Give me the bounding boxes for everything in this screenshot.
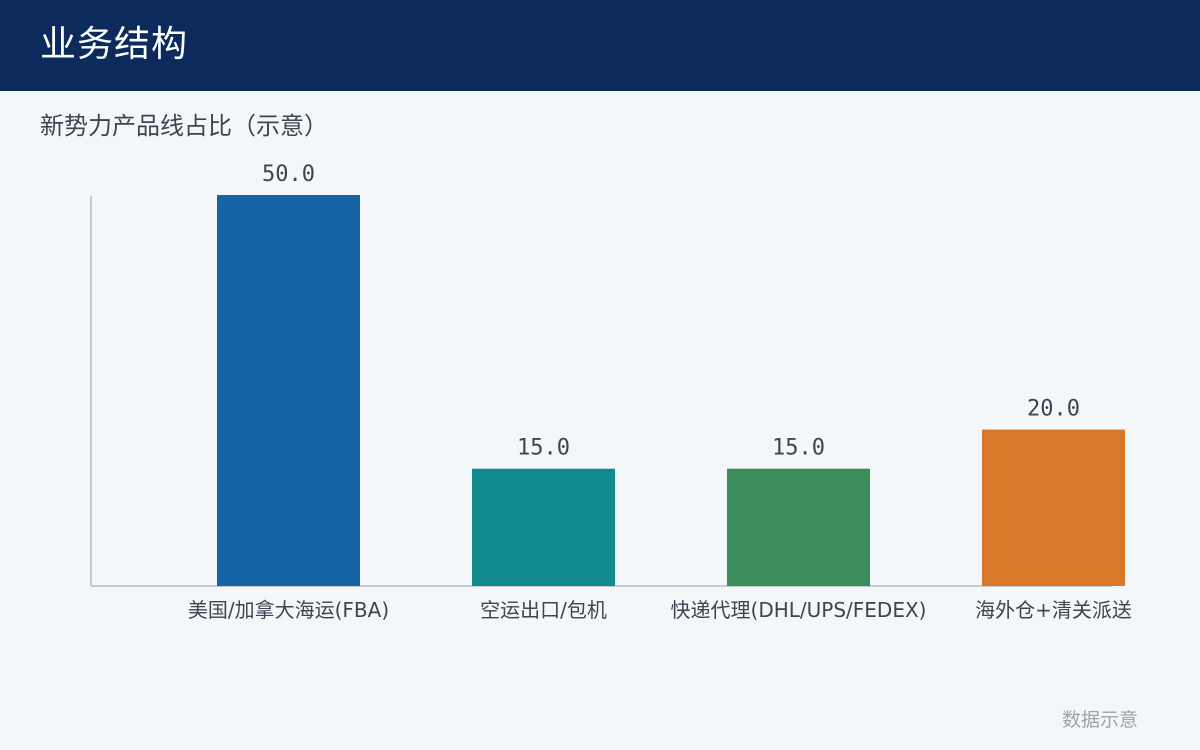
chart-category-labels: 美国/加拿大海运(FBA) 空运出口/包机 快递代理(DHL/UPS/FEDEX) 海… [188, 598, 1132, 622]
bar-3 [982, 429, 1125, 586]
bar-value-label-3: 20.0 [1027, 397, 1080, 422]
bar-chart: 50.0 15.0 15.0 20.0 美国/加拿大海运(FBA) 空运出口/包机 快递代… [90, 162, 1132, 622]
chart-subtitle: 新势力产品线占比（示意） [40, 112, 328, 140]
bar-1 [472, 468, 615, 586]
chart-bars [217, 195, 1125, 586]
header-bar: 业务结构 [0, 0, 1200, 91]
footnote: 数据示意 [1061, 709, 1138, 731]
category-label-1: 空运出口/包机 [480, 598, 607, 622]
category-label-2: 快递代理(DHL/UPS/FEDEX) [671, 598, 927, 622]
chart-value-labels: 50.0 15.0 15.0 20.0 [262, 162, 1080, 461]
bar-2 [727, 468, 870, 586]
bar-0 [217, 195, 360, 586]
page-title: 业务结构 [40, 24, 189, 65]
bar-value-label-2: 15.0 [772, 436, 825, 461]
category-label-0: 美国/加拿大海运(FBA) [188, 598, 389, 622]
bar-value-label-1: 15.0 [517, 436, 570, 461]
category-label-3: 海外仓+清关派送 [975, 598, 1132, 622]
bar-value-label-0: 50.0 [262, 162, 315, 187]
